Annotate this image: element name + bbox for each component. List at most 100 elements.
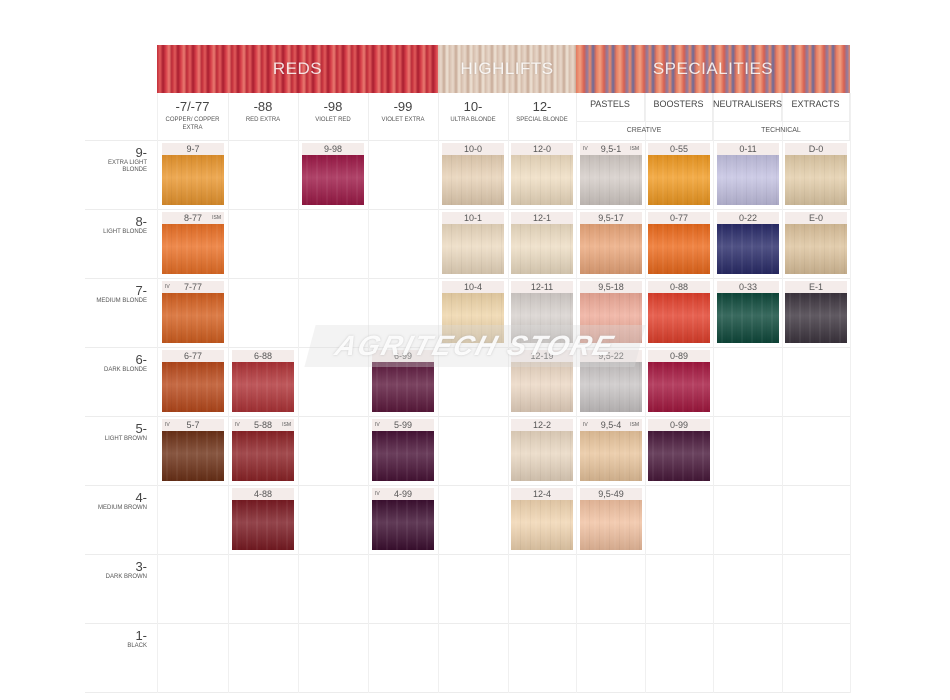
- swatch-code: 10-0: [463, 144, 482, 154]
- swatch-code: 0-33: [738, 282, 757, 292]
- row-divider: [85, 347, 850, 348]
- row-level: 5-: [135, 421, 147, 436]
- iv-marker: IV: [375, 491, 380, 497]
- iv-marker: IV: [583, 422, 588, 428]
- column-divider: [645, 93, 646, 693]
- row-desc: MEDIUM BLONDE: [96, 298, 147, 304]
- column-header: -99 VIOLET EXTRA: [368, 93, 439, 140]
- color-swatch: 0-88: [648, 281, 710, 343]
- column-divider: [782, 93, 783, 693]
- swatch-code: 7-77: [183, 282, 202, 292]
- hair-color-sample: [302, 155, 364, 205]
- row-divider: [85, 623, 850, 624]
- banner-label: HIGHLIFTS: [460, 59, 554, 78]
- swatch-code: 12-19: [530, 351, 554, 361]
- column-divider: [228, 93, 229, 693]
- row-divider: [85, 278, 850, 279]
- row-divider: [85, 140, 850, 141]
- column-name: VIOLET EXTRA: [381, 117, 425, 123]
- hair-color-sample: [372, 500, 434, 550]
- hair-color-sample: [511, 293, 573, 343]
- swatch-code: 0-88: [669, 282, 688, 292]
- column-divider: [508, 93, 509, 693]
- row-divider: [85, 554, 850, 555]
- column-divider: [438, 93, 439, 693]
- hair-color-sample: [442, 155, 504, 205]
- swatch-label: 0-33: [717, 281, 779, 293]
- swatch-code: 9,5-17: [598, 213, 624, 223]
- hair-color-sample: [648, 224, 710, 274]
- color-swatch: 9,5-4 IV ISM: [580, 419, 642, 481]
- swatch-label: 0-55: [648, 143, 710, 155]
- hair-color-sample: [442, 293, 504, 343]
- color-swatch: 12-19: [511, 350, 573, 412]
- swatch-code: 5-99: [393, 420, 412, 430]
- column-group-creative: CREATIVE: [576, 121, 713, 140]
- swatch-label: 12-11: [511, 281, 573, 293]
- color-swatch: 12-4: [511, 488, 573, 550]
- column-divider: [713, 93, 714, 693]
- color-swatch: 8-77 ISM: [162, 212, 224, 274]
- swatch-label: D-0: [785, 143, 847, 155]
- swatch-label: 9-7: [162, 143, 224, 155]
- row-desc: LIGHT BROWN: [104, 436, 147, 442]
- swatch-label: 9,5-4 IV ISM: [580, 419, 642, 431]
- swatch-code: 10-4: [463, 282, 482, 292]
- row-level: 3-: [135, 559, 147, 574]
- row-desc: DARK BROWN: [105, 574, 147, 580]
- color-swatch: 9,5-1 IV ISM: [580, 143, 642, 205]
- hair-color-sample: [717, 224, 779, 274]
- swatch-code: 6-99: [393, 351, 412, 361]
- swatch-code: 9,5-18: [598, 282, 624, 292]
- color-swatch: 12-2: [511, 419, 573, 481]
- row-level: 7-: [135, 283, 147, 298]
- banner-label: SPECIALITIES: [652, 59, 774, 78]
- row-level: 4-: [135, 490, 147, 505]
- swatch-code: 0-77: [669, 213, 688, 223]
- color-swatch: 5-7 IV: [162, 419, 224, 481]
- swatch-label: 0-88: [648, 281, 710, 293]
- ism-marker: ISM: [630, 422, 639, 428]
- column-name: COPPER/ COPPER EXTRA: [165, 117, 220, 131]
- hair-color-sample: [511, 431, 573, 481]
- hair-color-sample: [162, 431, 224, 481]
- swatch-label: 12-19: [511, 350, 573, 362]
- column-name: ULTRA BLONDE: [450, 117, 496, 123]
- swatch-label: 5-88 IV ISM: [232, 419, 294, 431]
- color-swatch: 10-4: [442, 281, 504, 343]
- swatch-label: 0-99: [648, 419, 710, 431]
- hair-color-sample: [442, 224, 504, 274]
- column-header: 12- SPECIAL BLONDE: [508, 93, 577, 140]
- row-desc: BLACK: [127, 643, 147, 649]
- row-desc: DARK BLONDE: [103, 367, 147, 373]
- swatch-code: 9-7: [186, 144, 200, 154]
- row-level: 9-: [135, 145, 147, 160]
- swatch-label: 9,5-22: [580, 350, 642, 362]
- swatch-code: 5-7: [186, 420, 200, 430]
- swatch-code: 12-4: [532, 489, 551, 499]
- hair-color-sample: [785, 224, 847, 274]
- color-swatch: 10-1: [442, 212, 504, 274]
- ism-marker: ISM: [212, 215, 221, 221]
- column-header: PASTELS: [576, 93, 645, 121]
- swatch-code: 9,5-22: [598, 351, 624, 361]
- swatch-code: 6-88: [253, 351, 272, 361]
- hair-color-sample: [511, 155, 573, 205]
- swatch-code: 0-55: [669, 144, 688, 154]
- swatch-label: 12-2: [511, 419, 573, 431]
- color-swatch: 0-89: [648, 350, 710, 412]
- row-divider: [85, 209, 850, 210]
- swatch-code: 0-11: [739, 144, 757, 154]
- color-swatch: 12-1: [511, 212, 573, 274]
- column-code: 12-: [532, 99, 552, 114]
- hair-color-sample: [785, 155, 847, 205]
- swatch-label: 5-7 IV: [162, 419, 224, 431]
- column-name: SPECIAL BLONDE: [516, 117, 568, 123]
- column-divider: [157, 93, 158, 693]
- swatch-label: 9,5-49: [580, 488, 642, 500]
- swatch-label: 10-0: [442, 143, 504, 155]
- swatch-code: 4-88: [253, 489, 272, 499]
- color-swatch: 7-77 IV: [162, 281, 224, 343]
- column-header: -98 VIOLET RED: [298, 93, 369, 140]
